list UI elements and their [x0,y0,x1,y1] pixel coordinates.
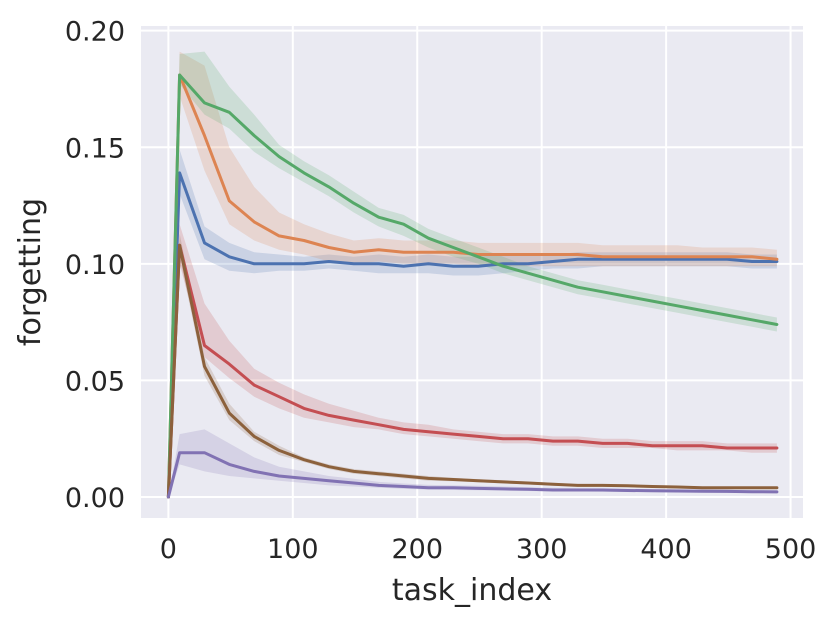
y-tick-label: 0.00 [65,483,125,514]
series-3-line [166,73,779,499]
y-tick-label: 0.15 [65,133,125,164]
series-1-line [166,171,779,499]
x-tick-label: 400 [640,534,692,565]
series-5-line [166,243,779,499]
series-4-line [166,243,779,499]
x-tick-label: 0 [160,534,177,565]
x-tick-label: 500 [765,534,817,565]
x-tick-label: 300 [516,534,568,565]
series-6-line [166,451,779,499]
y-tick-label: 0.05 [65,366,125,397]
y-tick-label: 0.10 [65,250,125,281]
series-3-band [168,51,777,497]
x-tick-label: 200 [391,534,443,565]
x-tick-labels: 0 100 200 300 400 500 [160,534,817,565]
x-tick-label: 100 [267,534,319,565]
y-tick-label: 0.20 [65,17,125,48]
y-axis-label: forgetting [13,198,48,346]
x-axis-label: task_index [392,573,552,608]
series-lines [166,73,779,499]
y-tick-labels: 0.00 0.05 0.10 0.15 0.20 [65,17,125,514]
